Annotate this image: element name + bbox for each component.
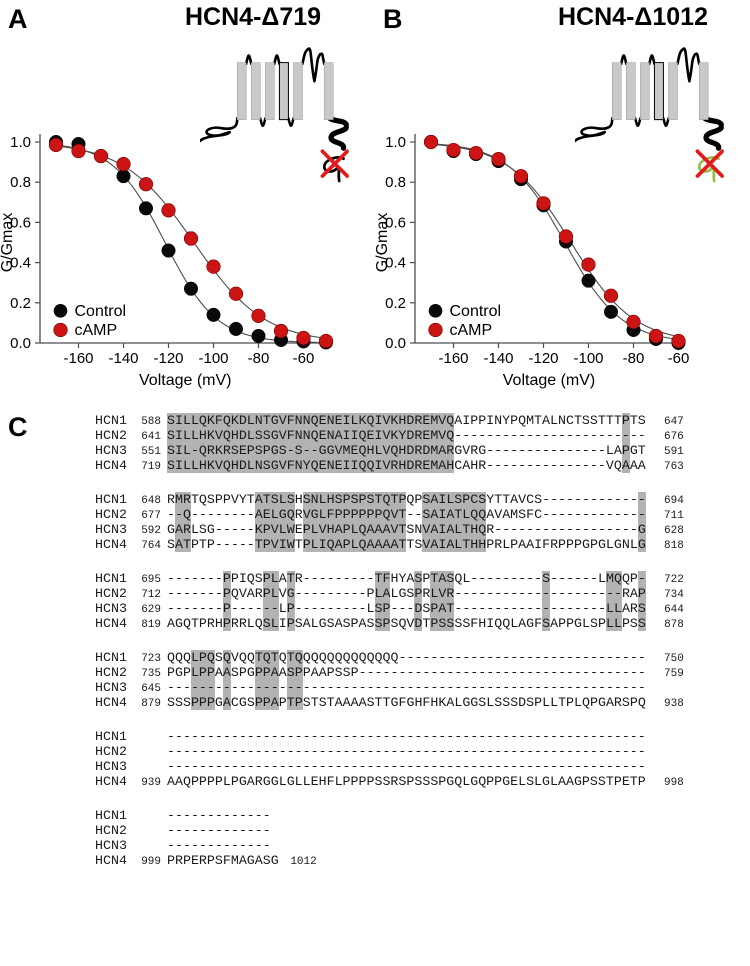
svg-text:0.8: 0.8 (10, 174, 31, 191)
svg-text:-140: -140 (108, 350, 138, 367)
svg-text:Voltage (mV): Voltage (mV) (139, 372, 231, 389)
svg-text:cAMP: cAMP (450, 322, 493, 339)
svg-text:0.2: 0.2 (10, 295, 31, 312)
svg-text:-100: -100 (573, 350, 603, 367)
svg-text:-60: -60 (293, 350, 315, 367)
svg-text:-80: -80 (248, 350, 270, 367)
svg-text:G/Gmax: G/Gmax (374, 213, 391, 273)
svg-text:1.0: 1.0 (10, 134, 31, 151)
svg-text:-60: -60 (668, 350, 690, 367)
svg-text:-120: -120 (528, 350, 558, 367)
svg-text:-140: -140 (483, 350, 513, 367)
svg-text:-160: -160 (438, 350, 468, 367)
svg-text:-120: -120 (153, 350, 183, 367)
svg-text:Control: Control (450, 303, 502, 320)
svg-text:-80: -80 (623, 350, 645, 367)
svg-text:0.2: 0.2 (385, 295, 406, 312)
svg-text:0.8: 0.8 (385, 174, 406, 191)
svg-text:0.0: 0.0 (10, 335, 31, 352)
svg-text:-160: -160 (63, 350, 93, 367)
svg-text:cAMP: cAMP (75, 322, 118, 339)
svg-text:G/Gmax: G/Gmax (0, 213, 16, 273)
svg-text:1.0: 1.0 (385, 134, 406, 151)
svg-text:Voltage (mV): Voltage (mV) (503, 372, 595, 389)
svg-text:Control: Control (75, 303, 127, 320)
svg-text:-100: -100 (198, 350, 228, 367)
svg-text:0.0: 0.0 (385, 335, 406, 352)
